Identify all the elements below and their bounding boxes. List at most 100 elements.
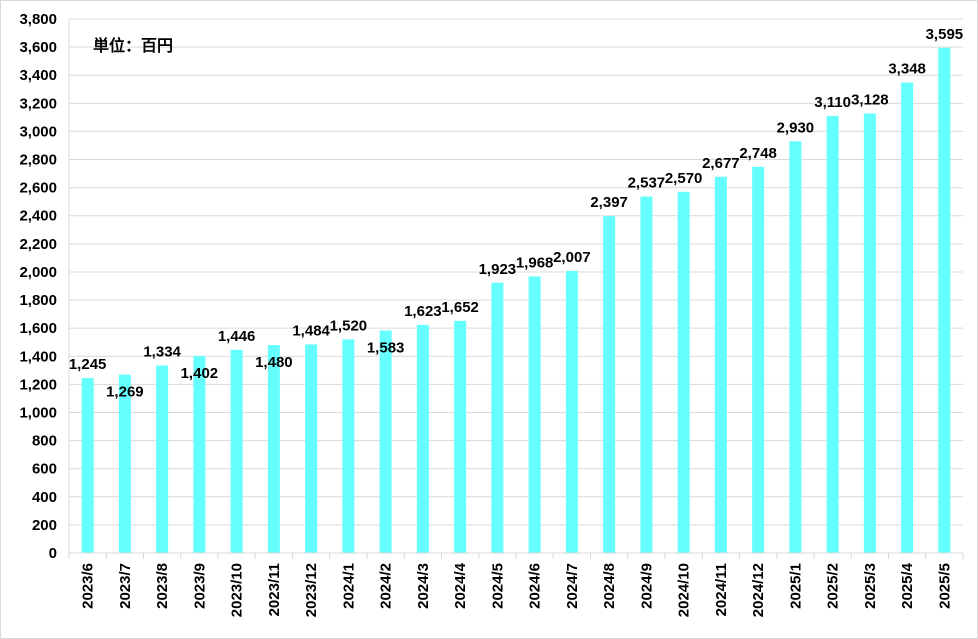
- data-label: 1,480: [255, 354, 293, 371]
- x-tick-label: 2024/8: [601, 563, 618, 609]
- bar: [416, 324, 429, 553]
- y-tick-label: 3,400: [19, 67, 57, 84]
- y-tick-label: 3,600: [19, 39, 57, 56]
- bar: [193, 355, 206, 553]
- bar: [789, 141, 802, 554]
- x-tick-label: 2024/7: [564, 563, 581, 609]
- y-tick-label: 200: [32, 517, 57, 534]
- y-tick-label: 2,200: [19, 236, 57, 253]
- bar: [305, 344, 318, 553]
- data-label: 2,007: [553, 249, 591, 266]
- data-label: 2,748: [739, 145, 777, 162]
- bar: [230, 349, 243, 553]
- gridlines: [69, 18, 963, 526]
- bar: [603, 216, 616, 553]
- data-label: 1,269: [106, 384, 144, 401]
- y-tick-label: 1,000: [19, 404, 57, 421]
- x-tick-label: 2024/11: [713, 563, 730, 616]
- data-label: 1,583: [367, 340, 405, 357]
- y-tick-label: 1,600: [19, 320, 57, 337]
- bar: [901, 82, 914, 554]
- x-tick-label: 2024/3: [415, 563, 432, 609]
- bar: [826, 115, 839, 553]
- x-tick-label: 2025/2: [825, 563, 842, 609]
- data-label: 3,128: [851, 91, 889, 108]
- bar: [454, 320, 467, 553]
- y-tick-label: 2,400: [19, 208, 57, 225]
- data-label: 1,402: [181, 365, 219, 382]
- x-tick-label: 2023/9: [191, 563, 208, 609]
- data-label: 2,570: [665, 170, 703, 187]
- data-label: 1,334: [143, 344, 181, 361]
- bar: [528, 276, 541, 553]
- bar: [714, 176, 727, 554]
- y-tick-label: 1,400: [19, 348, 57, 365]
- x-tick-label: 2024/10: [676, 563, 693, 617]
- x-tick-label: 2025/1: [787, 563, 804, 609]
- x-tick-label: 2023/12: [303, 563, 320, 617]
- data-label: 1,520: [330, 317, 368, 334]
- x-tick-label: 2024/9: [638, 563, 655, 609]
- data-label: 2,537: [628, 174, 666, 191]
- y-tick-label: 2,800: [19, 152, 57, 169]
- bar: [156, 365, 169, 553]
- y-tick-label: 1,200: [19, 376, 57, 393]
- y-tick-label: 2,000: [19, 264, 57, 281]
- bars: [81, 47, 951, 554]
- bar: [118, 374, 131, 553]
- x-tick-label: 2024/6: [527, 563, 544, 609]
- data-label: 2,930: [777, 119, 815, 136]
- bar: [863, 113, 876, 553]
- bar: [752, 166, 765, 553]
- bar: [938, 47, 951, 554]
- x-tick-label: 2024/4: [452, 562, 469, 609]
- x-axis-tick-labels: 2023/6 2023/7 2023/8 2023/9 2023/10 2023/11 20…: [80, 562, 954, 617]
- x-tick-label: 2024/5: [489, 563, 506, 609]
- x-tick-label: 2023/10: [229, 563, 246, 617]
- y-tick-label: 1,800: [19, 292, 57, 309]
- y-tick-label: 3,200: [19, 95, 57, 112]
- data-label: 1,923: [479, 261, 517, 278]
- y-tick-label: 3,800: [19, 11, 57, 28]
- data-label: 3,110: [814, 94, 851, 111]
- bar: [379, 330, 392, 553]
- y-axis-tick-labels: 0 200 400 600 800 1,000 1,200 1,400 1,600 1,800 2,…: [19, 11, 57, 562]
- x-tick-label: 2024/1: [340, 563, 357, 609]
- data-label: 1,652: [441, 299, 479, 316]
- x-tick-label: 2023/11: [266, 563, 283, 616]
- y-tick-label: 3,000: [19, 123, 57, 140]
- bar: [267, 345, 280, 553]
- y-tick-label: 0: [49, 545, 57, 562]
- axes: [68, 19, 964, 559]
- data-label: 3,348: [888, 61, 926, 78]
- x-tick-label: 2023/8: [154, 563, 171, 609]
- bar: [640, 196, 653, 553]
- x-tick-label: 2024/12: [750, 563, 767, 617]
- bar: [565, 270, 578, 553]
- x-tick-label: 2023/6: [80, 563, 97, 609]
- bar: [81, 378, 94, 553]
- data-label: 1,446: [218, 328, 256, 345]
- x-tick-label: 2025/5: [936, 563, 953, 609]
- data-label: 1,623: [404, 303, 442, 320]
- y-tick-label: 2,600: [19, 180, 57, 197]
- data-label: 2,677: [702, 155, 740, 172]
- bar: [342, 339, 355, 553]
- unit-note: 単位：百円: [93, 36, 173, 55]
- bar: [491, 282, 504, 553]
- data-label: 2,397: [590, 194, 628, 211]
- y-tick-label: 400: [32, 489, 57, 506]
- x-tick-label: 2025/4: [899, 562, 916, 609]
- bar: [677, 191, 690, 554]
- data-label: 1,484: [292, 322, 330, 339]
- x-tick-label: 2023/7: [117, 563, 134, 609]
- y-tick-label: 800: [32, 433, 57, 450]
- x-tick-label: 2025/3: [862, 563, 879, 609]
- data-label: 3,595: [926, 26, 964, 43]
- data-label: 1,245: [69, 356, 107, 373]
- x-tick-label: 2024/2: [378, 563, 395, 609]
- data-label: 1,968: [516, 254, 554, 271]
